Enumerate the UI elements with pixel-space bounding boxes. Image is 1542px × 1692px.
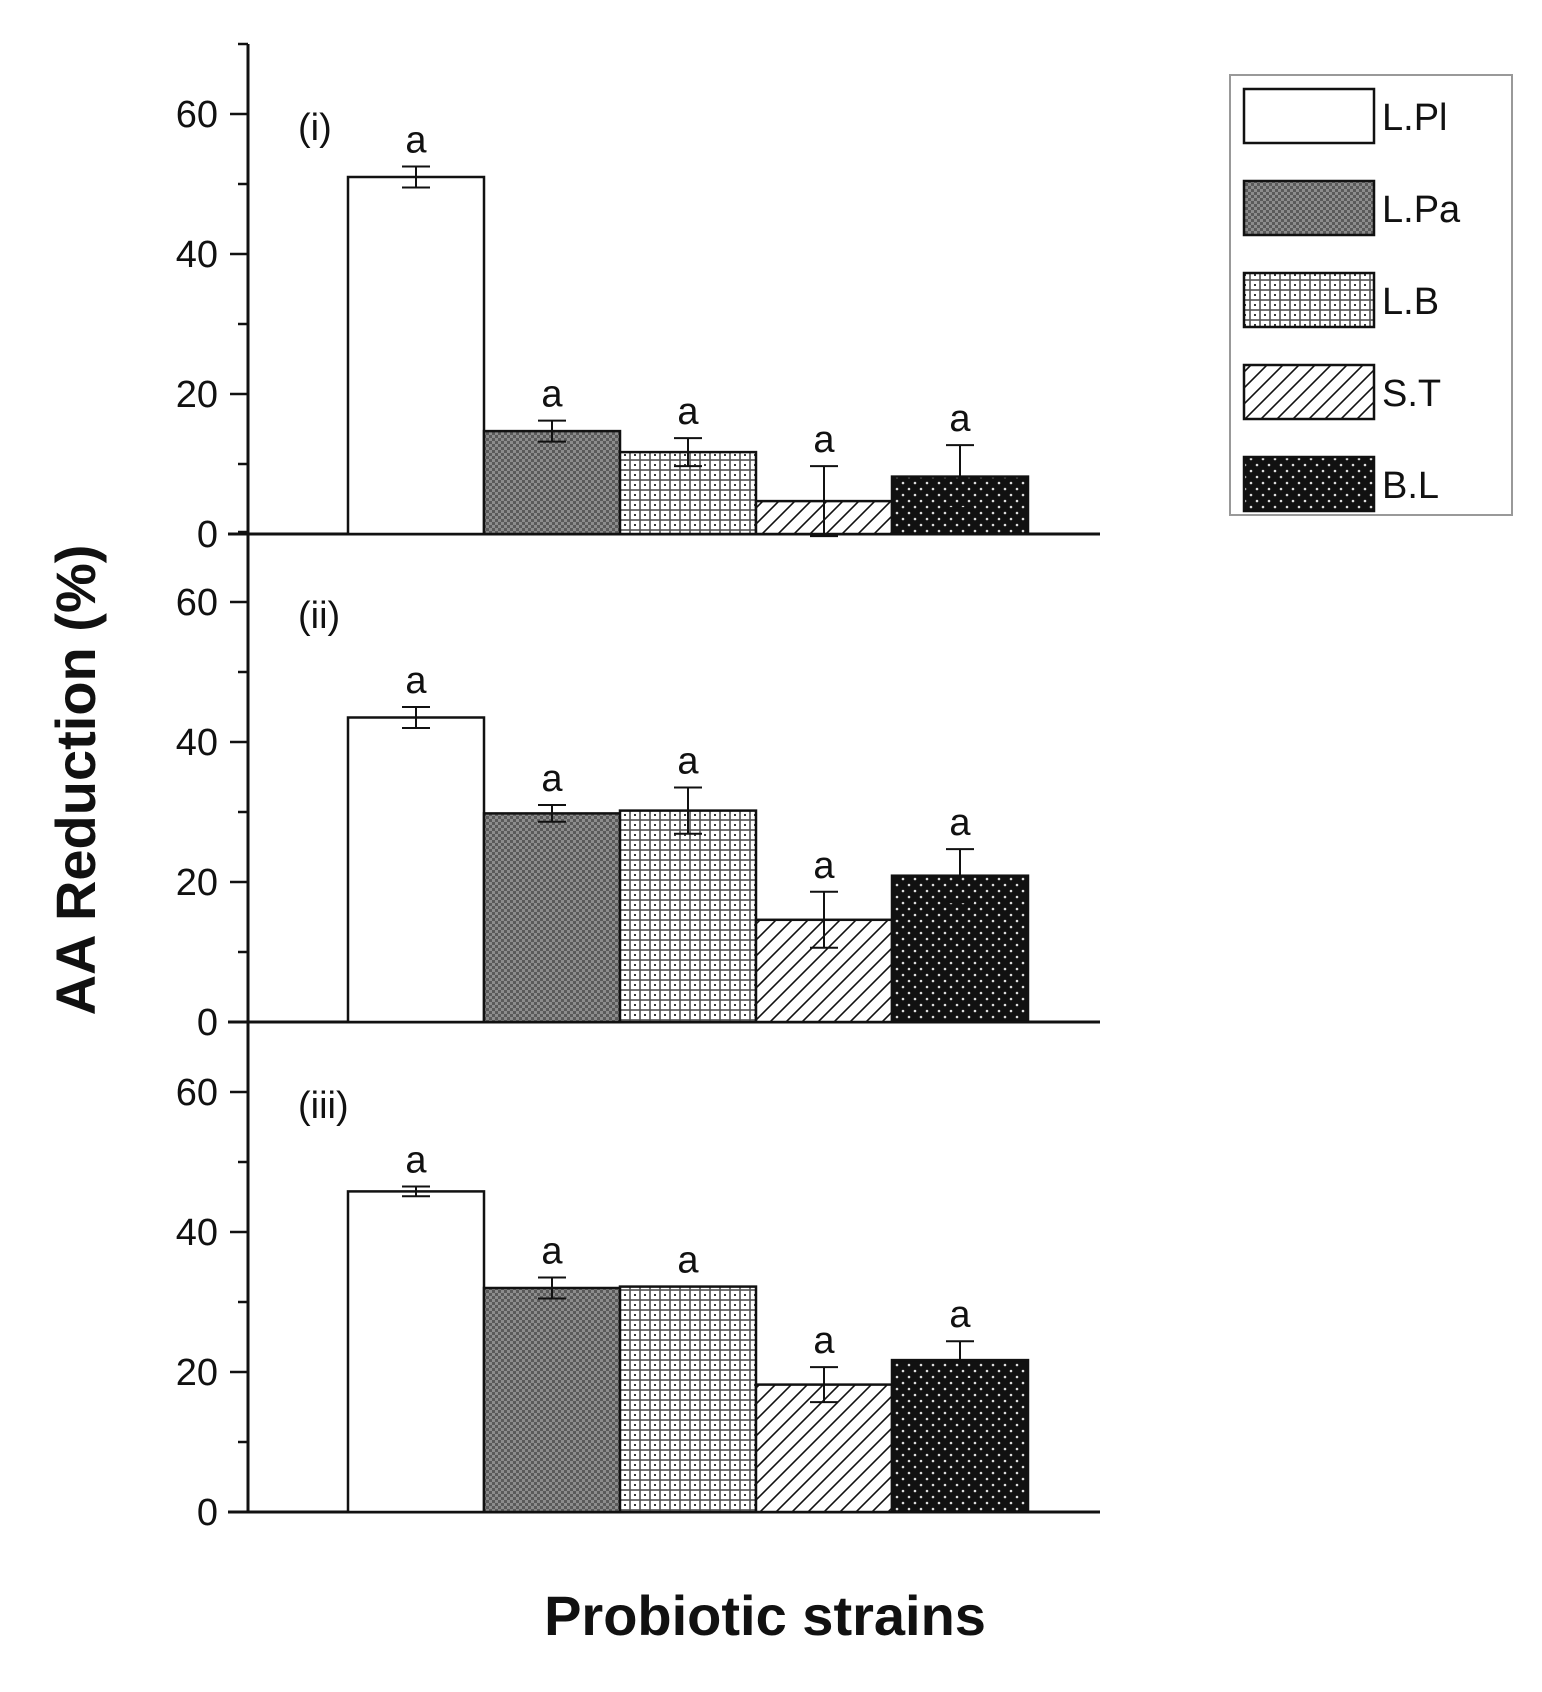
bar-L.Pl (346, 1190, 486, 1514)
bar-S.T (754, 1383, 894, 1514)
y-tick-label: 20 (176, 1352, 218, 1394)
legend-label: L.Pa (1382, 189, 1461, 231)
legend-label: L.B (1382, 281, 1439, 323)
panel-2: 0 20 40 60 (ii) a a a a a (176, 530, 1100, 1044)
bar-L.Pl (346, 175, 486, 536)
y-tick-label: 0 (197, 1002, 218, 1044)
significance-label: a (541, 758, 563, 800)
bar-L.B (618, 809, 758, 1024)
bar-L.Pl (346, 716, 486, 1024)
y-tick-label: 60 (176, 1072, 218, 1114)
significance-label: a (813, 1320, 835, 1362)
y-tick-label: 60 (176, 94, 218, 136)
y-tick-label: 0 (197, 1492, 218, 1534)
significance-label: a (405, 660, 427, 702)
legend-swatch (1242, 271, 1376, 329)
legend-swatch (1242, 363, 1376, 421)
bar-L.Pa (482, 1286, 622, 1514)
panel-3: 0 20 40 60 (iii) a a a a a (176, 1020, 1100, 1534)
significance-label: a (677, 741, 699, 783)
y-tick-label: 20 (176, 374, 218, 416)
bar-L.Pa (482, 812, 622, 1024)
legend-item-L.Pa: L.Pa (1242, 179, 1461, 237)
legend-swatch (1242, 455, 1376, 513)
y-tick-label: 0 (197, 514, 218, 556)
significance-label: a (813, 845, 835, 887)
significance-label: a (949, 1294, 971, 1336)
legend-item-L.Pl: L.Pl (1242, 87, 1447, 145)
bar-L.B (618, 1285, 758, 1514)
plot-layer: 0 20 40 60 (i) a a a a a 0 20 40 60 (ii) a a a a a 0 20 40 60 (i… (176, 42, 1100, 1534)
y-tick-label: 40 (176, 234, 218, 276)
panel-1: 0 20 40 60 (i) a a a a a (176, 42, 1100, 556)
legend-swatch (1242, 87, 1376, 145)
significance-label: a (677, 391, 699, 433)
bar-B.L (890, 1358, 1030, 1514)
legend-item-L.B: L.B (1242, 271, 1439, 329)
panel-label: (iii) (298, 1085, 349, 1127)
panel-label: (i) (298, 107, 332, 149)
y-tick-label: 60 (176, 582, 218, 624)
significance-label: a (541, 374, 563, 416)
significance-label: a (405, 1140, 427, 1182)
legend-label: L.Pl (1382, 97, 1447, 139)
significance-label: a (949, 398, 971, 440)
y-tick-label: 40 (176, 1212, 218, 1254)
y-axis-label: AA Reduction (%) (44, 545, 107, 1016)
y-tick-label: 40 (176, 722, 218, 764)
significance-label: a (541, 1231, 563, 1273)
significance-label: a (405, 120, 427, 162)
bar-L.B (618, 450, 758, 536)
y-tick-label: 20 (176, 862, 218, 904)
legend: L.Pl L.Pa L.B S.T B.L (1229, 74, 1513, 516)
legend-item-B.L: B.L (1242, 455, 1439, 513)
legend-item-S.T: S.T (1242, 363, 1441, 421)
legend-swatch (1242, 179, 1376, 237)
significance-label: a (949, 802, 971, 844)
x-axis-label: Probiotic strains (544, 1584, 986, 1647)
significance-label: a (677, 1240, 699, 1282)
significance-label: a (813, 419, 835, 461)
legend-label: B.L (1382, 465, 1439, 507)
panel-label: (ii) (298, 595, 340, 637)
bar-L.Pa (482, 429, 622, 536)
legend-label: S.T (1382, 373, 1441, 415)
